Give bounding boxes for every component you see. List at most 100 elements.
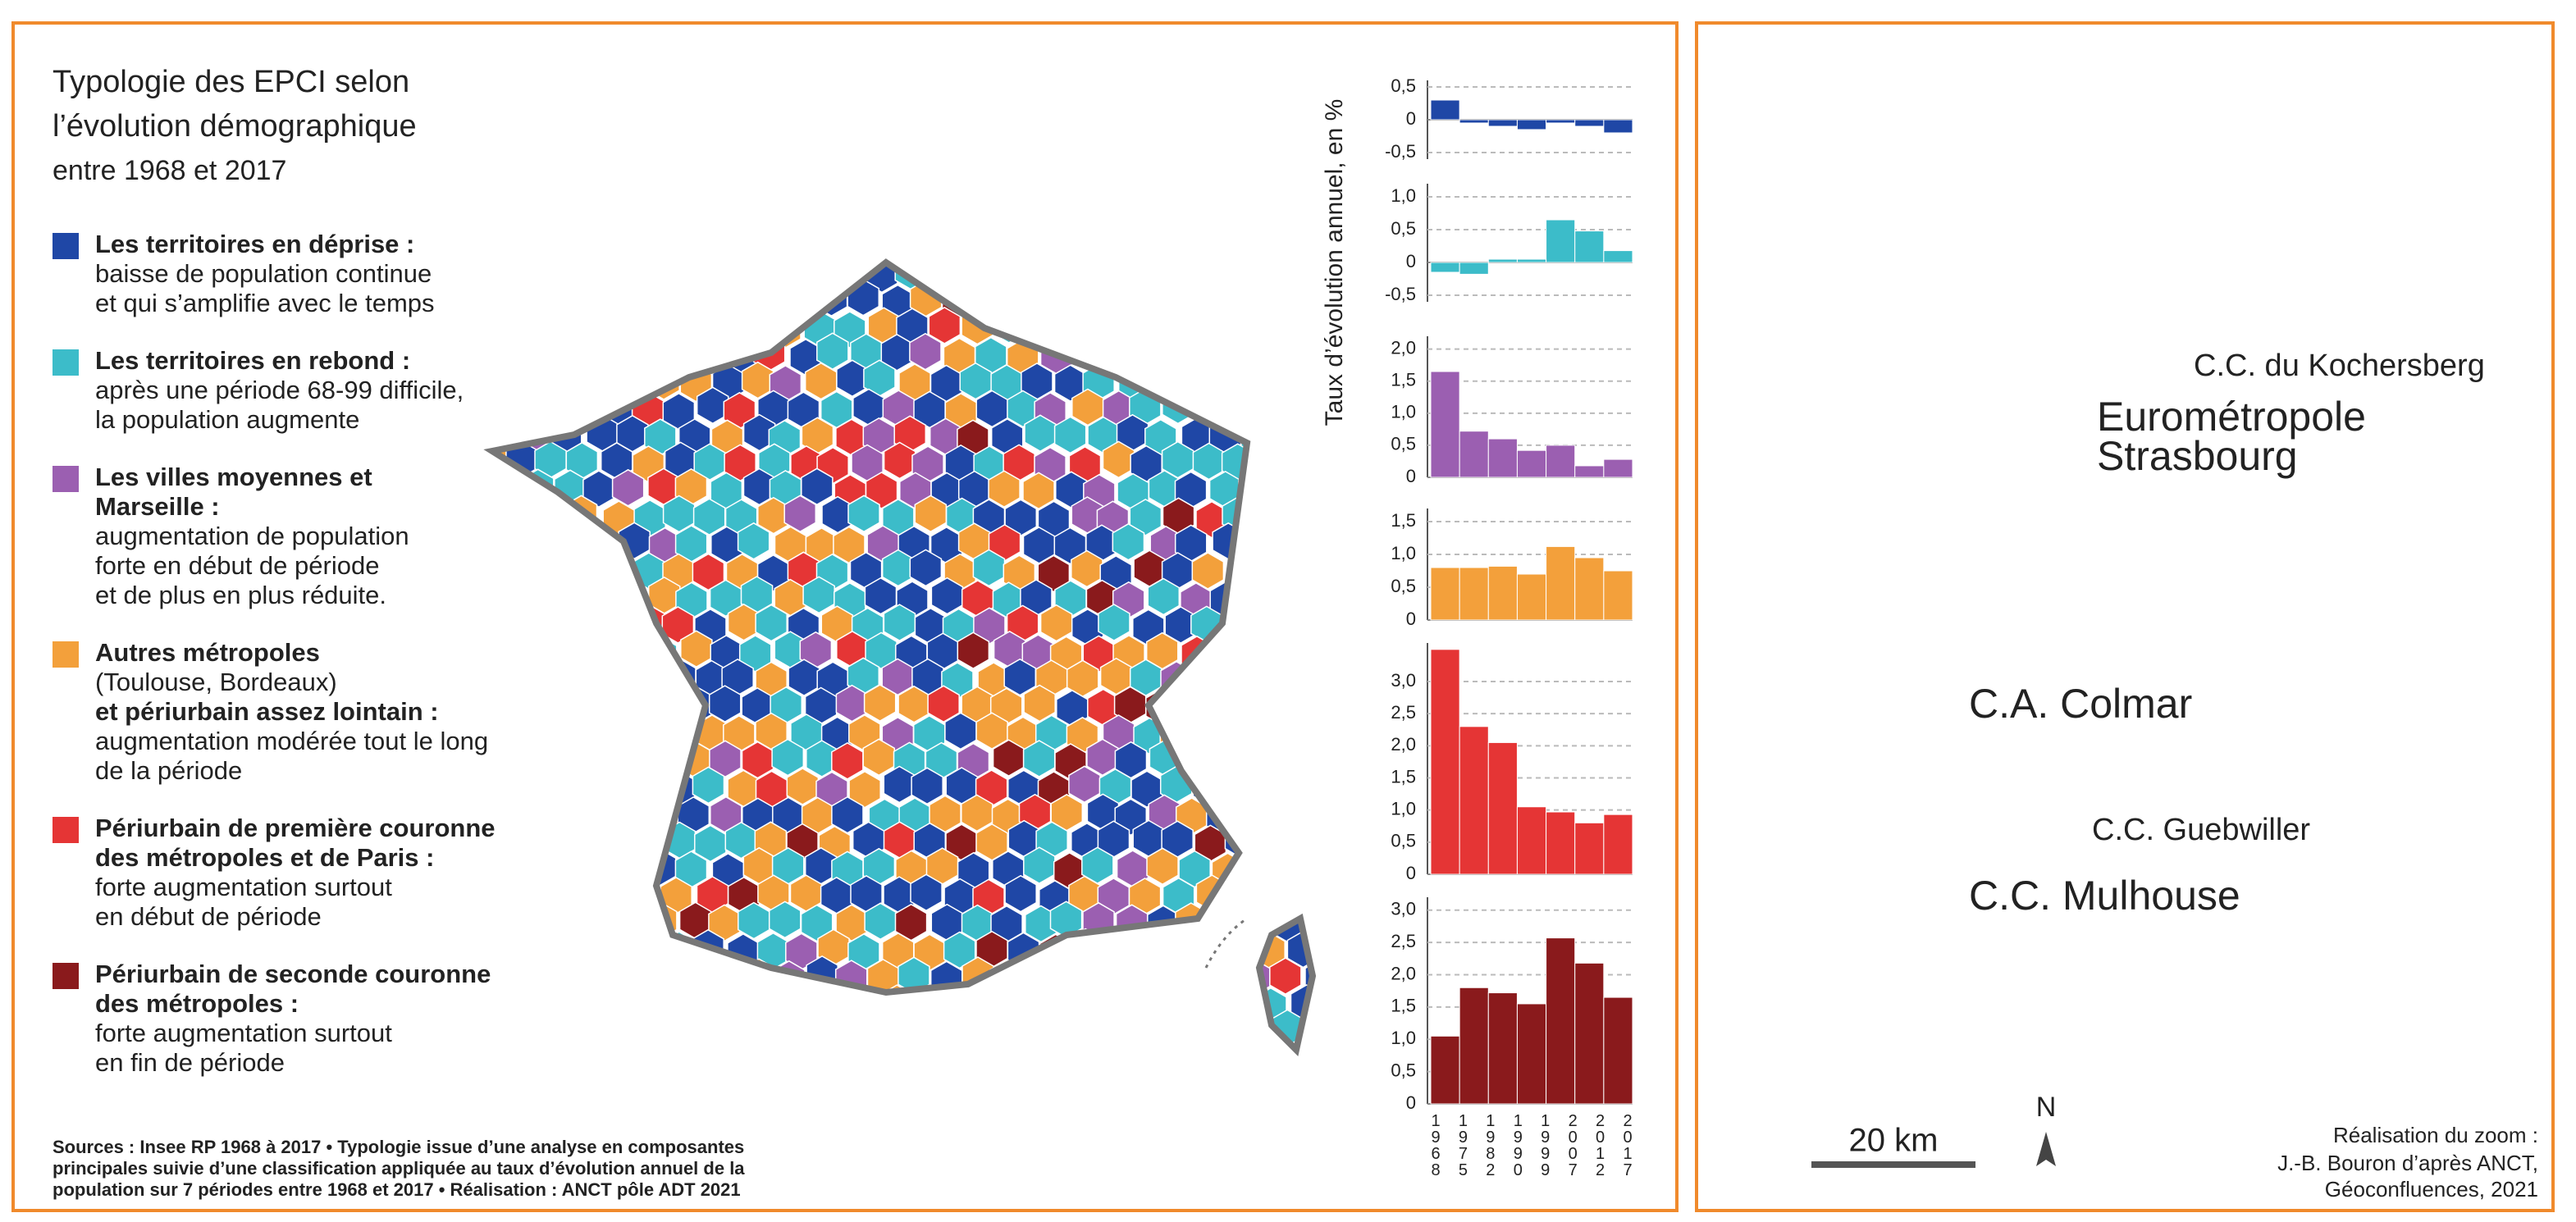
bar	[1487, 258, 1518, 263]
epci-area	[1066, 262, 1100, 266]
epci-area	[459, 579, 491, 615]
bar	[1430, 262, 1460, 273]
bar	[1487, 741, 1518, 875]
epci-area	[1158, 1037, 1192, 1050]
legend-swatch	[53, 233, 79, 259]
epci-area	[601, 714, 635, 753]
bar	[1603, 250, 1633, 263]
epci-area	[598, 606, 632, 645]
epci-area	[442, 659, 473, 695]
epci-area	[1240, 523, 1274, 562]
epci-area	[925, 1013, 958, 1050]
epci-area	[492, 308, 522, 346]
epci-area	[614, 308, 647, 346]
epci-area	[492, 527, 526, 564]
epci-area	[1133, 262, 1166, 266]
x-tick-label: 2012	[1592, 1112, 1610, 1178]
epci-area	[505, 279, 538, 317]
legend-heading: (Toulouse, Bordeaux)	[95, 668, 337, 696]
epci-area	[1272, 467, 1304, 506]
y-tick-label: 0,5	[1391, 831, 1416, 851]
epci-area	[692, 553, 725, 591]
epci-area	[1285, 497, 1313, 536]
bar	[1430, 567, 1460, 621]
epci-area	[492, 362, 524, 400]
epci-area	[601, 873, 633, 912]
epci-area	[771, 738, 805, 777]
epci-area	[492, 262, 505, 267]
epci-area	[911, 262, 945, 265]
epci-area	[708, 685, 742, 723]
epci-area	[677, 959, 710, 997]
bar	[1603, 119, 1633, 134]
epci-area	[553, 960, 587, 999]
epci-area	[1130, 335, 1164, 372]
epci-area	[709, 1015, 742, 1050]
legend-heading: des métropoles :	[95, 989, 299, 1018]
epci-area	[1206, 307, 1240, 345]
epci-area	[848, 770, 881, 809]
epci-area	[492, 983, 508, 1022]
y-tick-label: 0	[1406, 1092, 1416, 1113]
epci-area	[975, 712, 1008, 750]
epci-area	[1102, 984, 1135, 1023]
y-axis-label: Taux d’évolution annuel, en %	[1321, 99, 1348, 426]
epci-area	[1086, 262, 1120, 294]
epci-area	[678, 262, 712, 292]
epci-area	[1255, 278, 1288, 317]
epci-area	[565, 878, 599, 915]
epci-area	[550, 579, 584, 618]
epci-area	[457, 524, 488, 560]
epci-area	[536, 768, 569, 806]
epci-area	[1288, 551, 1313, 590]
epci-area	[567, 553, 601, 591]
epci-area	[1209, 262, 1243, 294]
epci-area	[1007, 985, 1040, 1024]
epci-area	[492, 497, 506, 535]
epci-area	[492, 744, 525, 782]
zoom-areas	[1726, 131, 2133, 1132]
epci-area	[1052, 305, 1085, 344]
y-tick-label: 1,5	[1391, 766, 1416, 787]
title: l’évolution démographique	[53, 109, 417, 144]
epci-area	[518, 364, 552, 402]
epci-area	[977, 1036, 1011, 1050]
epci-area	[1053, 1013, 1086, 1050]
epci-area	[566, 934, 600, 972]
epci-area	[1192, 982, 1225, 1020]
epci-area	[1146, 847, 1179, 886]
epci-area	[503, 495, 536, 533]
epci-area	[628, 1040, 662, 1050]
epci-area	[947, 225, 978, 261]
epci-area	[1162, 262, 1195, 265]
x-tick-label: 1990	[1509, 1112, 1527, 1178]
epci-area	[642, 262, 676, 293]
epci-area	[550, 365, 584, 403]
epci-area	[706, 262, 740, 294]
y-tick-label: 0	[1406, 108, 1416, 129]
epci-area	[1269, 957, 1302, 995]
epci-area	[1210, 956, 1244, 995]
epci-area	[690, 283, 724, 321]
epci-area	[1254, 388, 1288, 426]
epci-area	[1178, 955, 1211, 993]
north-label: N	[2036, 1092, 2057, 1123]
epci-area	[1322, 1038, 1353, 1074]
epci-area	[727, 284, 760, 322]
epci-area	[492, 1012, 520, 1050]
epci-area	[1071, 388, 1104, 426]
y-tick-label: 1,0	[1391, 1028, 1416, 1048]
epci-area	[1242, 796, 1276, 833]
epci-area	[1129, 499, 1162, 536]
x-tick-label: 1999	[1537, 1112, 1555, 1178]
y-tick-label: 1,0	[1391, 543, 1416, 563]
epci-area	[1268, 849, 1302, 887]
epci-area	[847, 495, 880, 533]
epci-area	[1117, 958, 1151, 996]
epci-area	[1305, 636, 1313, 674]
epci-area	[1146, 1013, 1179, 1050]
legend-text: en début de période	[95, 902, 322, 931]
epci-area	[1268, 636, 1301, 674]
epci-area	[617, 796, 651, 833]
